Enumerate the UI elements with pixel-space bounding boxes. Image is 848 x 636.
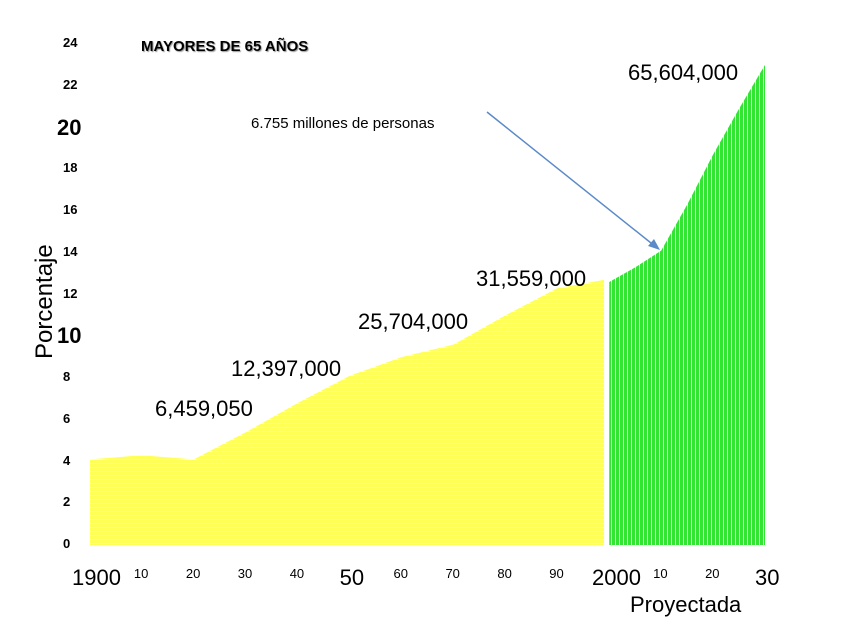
- y-tick-label: 4: [63, 452, 71, 468]
- x-tick-label: 70: [445, 566, 460, 581]
- x-tick-label: 20: [705, 566, 720, 581]
- x-tick-label: 20: [185, 566, 201, 581]
- annotation-label: 65,604,000: [628, 60, 739, 85]
- arrow-head: [648, 239, 660, 250]
- chart-title: MAYORES DE 65 AÑOS: [141, 38, 309, 55]
- x-tick-label: 10: [653, 566, 668, 581]
- y-tick-label: 24: [63, 35, 78, 50]
- annotation-label: 31,559,000: [476, 266, 587, 291]
- y-tick-label: 20: [57, 114, 82, 140]
- y-tick-label: 14: [63, 243, 78, 259]
- y-tick-label: 12: [63, 285, 78, 301]
- x-tick-label: 50: [339, 565, 365, 590]
- y-tick-label: 2: [63, 494, 71, 510]
- annotation-arrow-label: 6.755 millones de personas: [251, 115, 435, 132]
- annotation-label: 6,459,050: [155, 396, 253, 421]
- x-tick-label: 10: [133, 566, 149, 581]
- x-tick-label: 1900: [72, 565, 121, 590]
- x-tick-label: 30: [237, 566, 253, 581]
- x-tick-label: 90: [549, 566, 564, 581]
- x-tick-label: 80: [497, 566, 512, 581]
- annotation-label: 25,704,000: [358, 309, 469, 334]
- x-tick-label: 30: [755, 565, 780, 590]
- y-axis-label: Porcentaje: [31, 244, 58, 359]
- y-tick-label: 16: [63, 202, 78, 217]
- y-tick-label: 10: [57, 323, 82, 349]
- area-projected: [609, 64, 765, 545]
- y-tick-label: 0: [63, 536, 71, 551]
- y-tick-label: 8: [63, 369, 71, 384]
- y-tick-label: 6: [63, 410, 71, 426]
- y-tick-label: 22: [63, 76, 78, 92]
- annotation-label: 12,397,000: [231, 356, 342, 381]
- annotation-arrow: [486, 111, 657, 248]
- x-tick-label: 60: [393, 566, 408, 581]
- x-axis-label: Proyectada: [630, 592, 742, 617]
- x-tick-label: 40: [289, 566, 305, 581]
- x-tick-label: 2000: [592, 565, 641, 590]
- area-historical: [90, 279, 605, 545]
- y-tick-label: 18: [63, 160, 78, 176]
